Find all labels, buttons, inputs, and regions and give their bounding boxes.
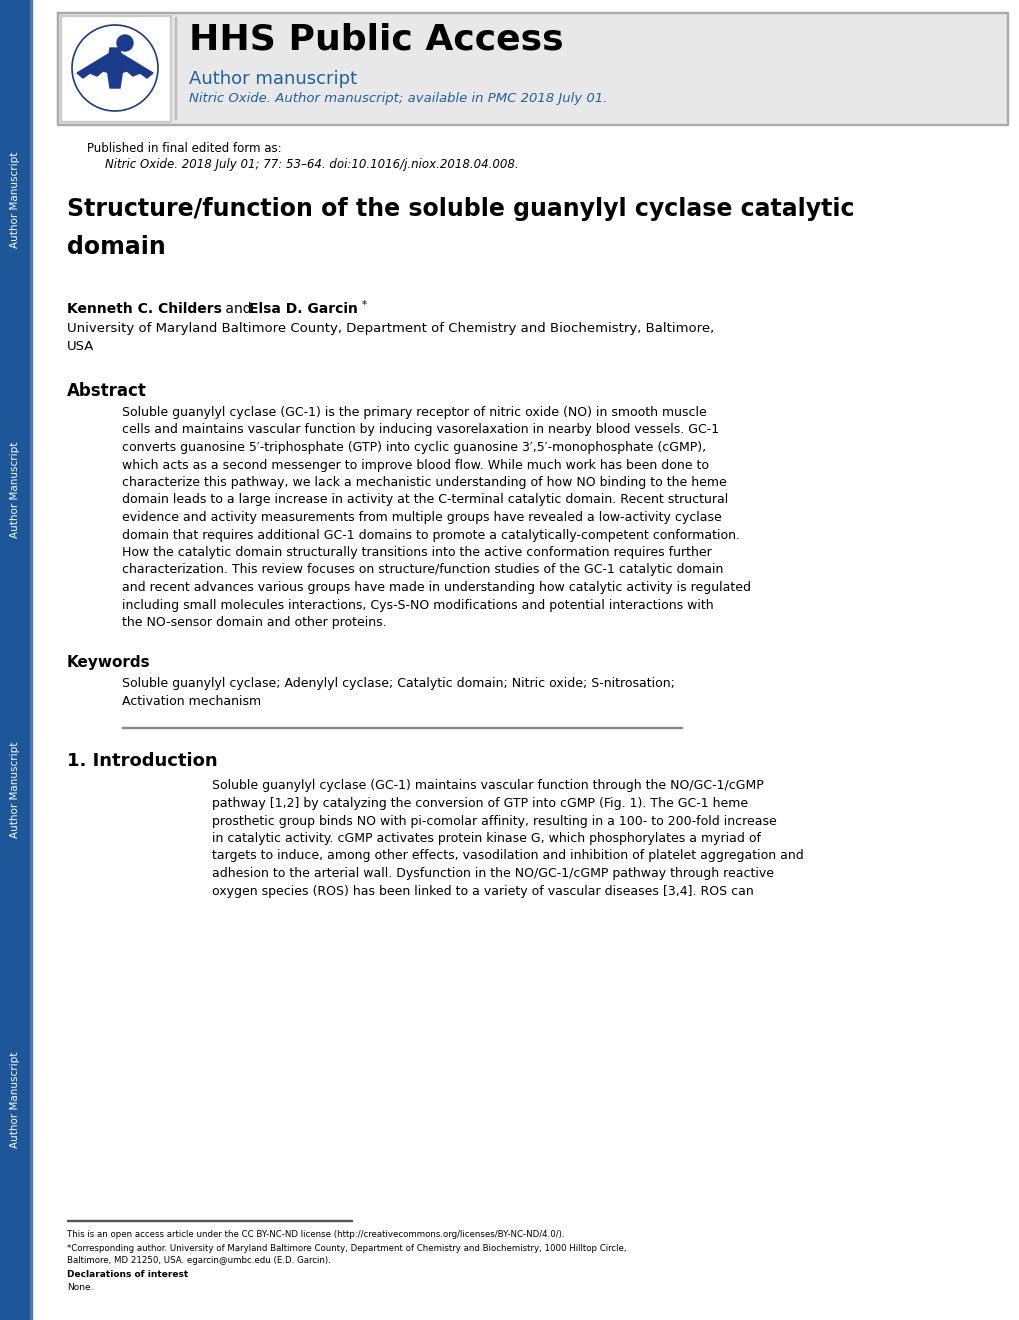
Text: domain that requires additional GC-1 domains to promote a catalytically-competen: domain that requires additional GC-1 dom…	[122, 528, 739, 541]
Text: Author Manuscript: Author Manuscript	[10, 152, 20, 248]
Text: Published in final edited form as:: Published in final edited form as:	[87, 143, 281, 154]
Text: pathway [1,2] by catalyzing the conversion of GTP into cGMP (Fig. 1). The GC-1 h: pathway [1,2] by catalyzing the conversi…	[212, 797, 747, 810]
Text: prosthetic group binds NO with pi-comolar affinity, resulting in a 100- to 200-f: prosthetic group binds NO with pi-comola…	[212, 814, 776, 828]
Text: domain leads to a large increase in activity at the C-terminal catalytic domain.: domain leads to a large increase in acti…	[122, 494, 728, 507]
Text: Author Manuscript: Author Manuscript	[10, 1052, 20, 1148]
Text: How the catalytic domain structurally transitions into the active conformation r: How the catalytic domain structurally tr…	[122, 546, 711, 558]
Text: and recent advances various groups have made in understanding how catalytic acti: and recent advances various groups have …	[122, 581, 750, 594]
Bar	[57, 12, 1006, 124]
Text: converts guanosine 5′-triphosphate (GTP) into cyclic guanosine 3′,5′-monophospha: converts guanosine 5′-triphosphate (GTP)…	[122, 441, 705, 454]
Text: the NO-sensor domain and other proteins.: the NO-sensor domain and other proteins.	[122, 616, 386, 630]
Text: Keywords: Keywords	[67, 656, 151, 671]
Text: Structure/function of the soluble guanylyl cyclase catalytic: Structure/function of the soluble guanyl…	[67, 197, 854, 220]
Text: Soluble guanylyl cyclase (GC-1) is the primary receptor of nitric oxide (NO) in : Soluble guanylyl cyclase (GC-1) is the p…	[122, 407, 706, 418]
Text: Nitric Oxide. 2018 July 01; 77: 53–64. doi:10.1016/j.niox.2018.04.008.: Nitric Oxide. 2018 July 01; 77: 53–64. d…	[105, 158, 518, 172]
Text: evidence and activity measurements from multiple groups have revealed a low-acti: evidence and activity measurements from …	[122, 511, 721, 524]
Text: targets to induce, among other effects, vasodilation and inhibition of platelet : targets to induce, among other effects, …	[212, 850, 803, 862]
Text: HHS Public Access: HHS Public Access	[189, 22, 564, 55]
Text: None.: None.	[67, 1283, 94, 1292]
Text: Nitric Oxide. Author manuscript; available in PMC 2018 July 01.: Nitric Oxide. Author manuscript; availab…	[189, 92, 606, 106]
Text: Soluble guanylyl cyclase (GC-1) maintains vascular function through the NO/GC-1/: Soluble guanylyl cyclase (GC-1) maintain…	[212, 780, 763, 792]
Text: which acts as a second messenger to improve blood flow. While much work has been: which acts as a second messenger to impr…	[122, 458, 708, 471]
Text: characterization. This review focuses on structure/function studies of the GC-1 : characterization. This review focuses on…	[122, 564, 722, 577]
Text: Activation mechanism: Activation mechanism	[122, 696, 261, 708]
Text: 1. Introduction: 1. Introduction	[67, 751, 217, 770]
Bar	[30, 0, 32, 1320]
Text: Elsa D. Garcin: Elsa D. Garcin	[249, 302, 358, 315]
Bar	[60, 15, 170, 121]
Bar	[0, 0, 30, 1320]
Text: Author Manuscript: Author Manuscript	[10, 742, 20, 838]
Polygon shape	[120, 53, 153, 78]
Text: *Corresponding author. University of Maryland Baltimore County, Department of Ch: *Corresponding author. University of Mar…	[67, 1243, 626, 1253]
Bar	[175, 17, 176, 119]
Text: USA: USA	[67, 341, 95, 352]
Text: University of Maryland Baltimore County, Department of Chemistry and Biochemistr: University of Maryland Baltimore County,…	[67, 322, 713, 335]
Text: Declarations of interest: Declarations of interest	[67, 1270, 189, 1279]
Text: adhesion to the arterial wall. Dysfunction in the NO/GC-1/cGMP pathway through r: adhesion to the arterial wall. Dysfuncti…	[212, 867, 773, 880]
Text: domain: domain	[67, 235, 166, 259]
Text: Kenneth C. Childers: Kenneth C. Childers	[67, 302, 222, 315]
Text: in catalytic activity. cGMP activates protein kinase G, which phosphorylates a m: in catalytic activity. cGMP activates pr…	[212, 832, 760, 845]
Text: including small molecules interactions, Cys-S-NO modifications and potential int: including small molecules interactions, …	[122, 598, 713, 611]
Text: This is an open access article under the CC BY-NC-ND license (http://creativecom: This is an open access article under the…	[67, 1230, 564, 1239]
Text: *: *	[362, 300, 367, 310]
Text: Baltimore, MD 21250, USA. egarcin@umbc.edu (E.D. Garcin).: Baltimore, MD 21250, USA. egarcin@umbc.e…	[67, 1257, 330, 1265]
Polygon shape	[76, 53, 110, 78]
Text: characterize this pathway, we lack a mechanistic understanding of how NO binding: characterize this pathway, we lack a mec…	[122, 477, 727, 488]
Text: Abstract: Abstract	[67, 381, 147, 400]
Polygon shape	[107, 48, 123, 88]
Text: Soluble guanylyl cyclase; Adenylyl cyclase; Catalytic domain; Nitric oxide; S-ni: Soluble guanylyl cyclase; Adenylyl cycla…	[122, 677, 675, 690]
Text: and: and	[221, 302, 256, 315]
Circle shape	[117, 36, 132, 51]
Text: Author manuscript: Author manuscript	[189, 70, 357, 88]
Text: oxygen species (ROS) has been linked to a variety of vascular diseases [3,4]. RO: oxygen species (ROS) has been linked to …	[212, 884, 753, 898]
Text: cells and maintains vascular function by inducing vasorelaxation in nearby blood: cells and maintains vascular function by…	[122, 424, 718, 437]
Text: Author Manuscript: Author Manuscript	[10, 442, 20, 539]
